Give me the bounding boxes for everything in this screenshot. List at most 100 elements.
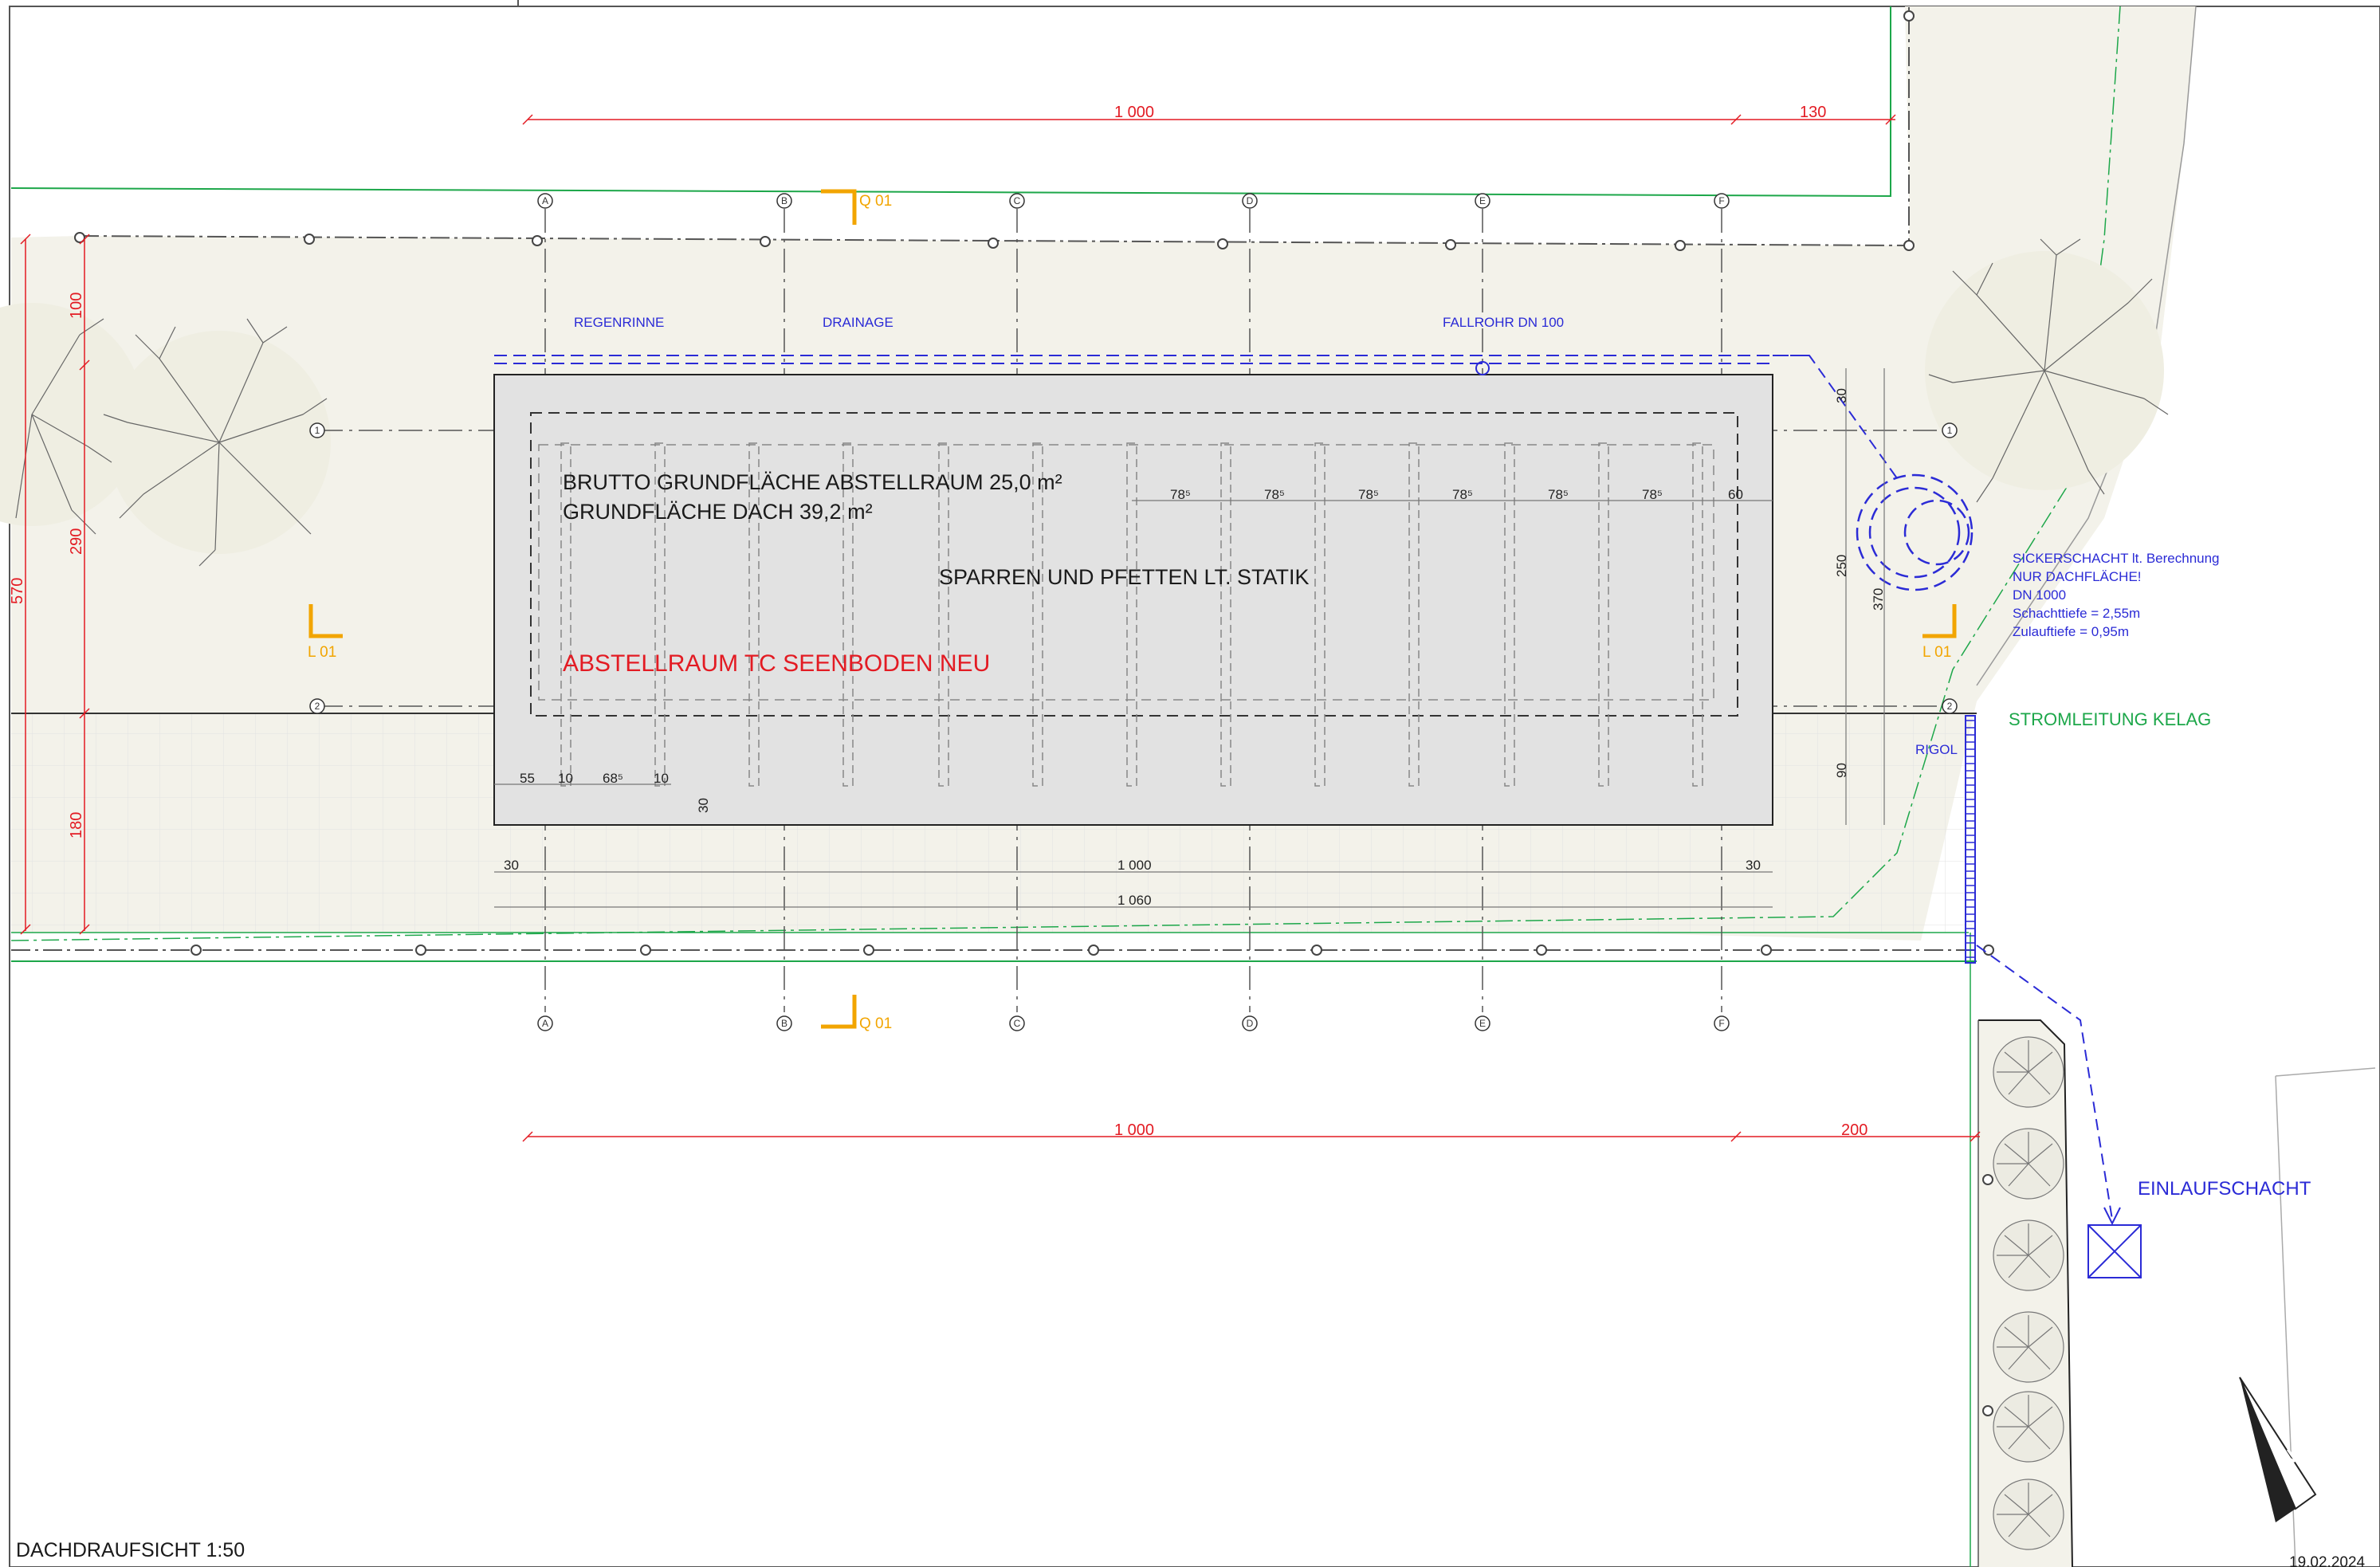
axis-bubble-col: C <box>1009 193 1025 209</box>
svg-text:1: 1 <box>315 425 320 436</box>
rafter <box>1408 442 1420 787</box>
inlet-shaft-icon <box>2087 1224 2142 1278</box>
section-l-right: L 01 <box>1922 644 1951 661</box>
green-power-line <box>10 6 2121 941</box>
survey-point <box>1311 945 1322 956</box>
sickerschacht-line-2: NUR DACHFLÄCHE! <box>2013 569 2142 584</box>
rafter <box>1220 442 1231 787</box>
rafter <box>748 442 760 787</box>
dim-detail-10a: 10 <box>558 771 573 786</box>
neighbour-outline <box>2275 1067 2376 1077</box>
area-gross-label: BRUTTO GRUNDFLÄCHE ABSTELLRAUM 25,0 m² <box>563 470 1062 494</box>
svg-text:A: A <box>542 195 548 206</box>
drain-pipe-to-inlet <box>1976 945 2113 1220</box>
svg-text:D: D <box>1247 1018 1254 1029</box>
survey-point <box>760 236 771 247</box>
axis-bubble-col: B <box>776 193 792 209</box>
svg-text:B: B <box>781 1018 787 1029</box>
north-arrow-icon: N <box>2239 1377 2317 1522</box>
svg-text:2: 2 <box>1947 701 1953 712</box>
svg-text:D: D <box>1247 195 1254 206</box>
drawing-date: 19.02.2024 <box>2289 1554 2366 1567</box>
purlin-outline-dashed <box>538 444 1714 701</box>
drain-pipe-to-soakaway <box>1773 355 1898 479</box>
dim-left-180: 180 <box>68 812 85 838</box>
dim-detail-685: 68⁵ <box>603 771 623 786</box>
axis-bubble-col: A <box>537 1015 553 1031</box>
roof-outline <box>493 374 1773 826</box>
fallrohr-label: FALLROHR DN 100 <box>1443 315 1564 330</box>
dim-left-290: 290 <box>68 528 85 555</box>
area-roof-label: GRUNDFLÄCHE DACH 39,2 m² <box>563 500 873 524</box>
dim-detail-30: 30 <box>696 798 711 813</box>
dim-under-mid: 1 000 <box>1117 858 1152 873</box>
drain-arrow-icon <box>2103 1207 2121 1226</box>
rafters <box>560 442 1703 787</box>
rafter <box>560 442 571 787</box>
axis-bubble-col: F <box>1714 193 1730 209</box>
rafter <box>1126 442 1137 787</box>
hedge-plant <box>1993 1219 2064 1291</box>
dim-rafter-4: 78⁵ <box>1452 487 1473 502</box>
section-q-bottom: Q 01 <box>859 1015 892 1032</box>
survey-point <box>190 945 202 956</box>
svg-text:A: A <box>542 1018 548 1029</box>
dim-rafter-2: 78⁵ <box>1264 487 1285 502</box>
dim-rafter-5: 78⁵ <box>1548 487 1569 502</box>
axis-bubble-row: 2 <box>309 698 325 714</box>
hedge-plant <box>1993 1479 2064 1550</box>
survey-point <box>1903 240 1915 251</box>
dim-right-250: 250 <box>1834 555 1849 577</box>
sickerschacht-line-4: Schachttiefe = 2,55m <box>2013 606 2140 621</box>
survey-boundary-top <box>79 6 1910 247</box>
drainage-label: DRAINAGE <box>823 315 893 330</box>
building-name: ABSTELLRAUM TC SEENBODEN NEU <box>563 650 990 677</box>
dim-under-left: 30 <box>504 858 519 873</box>
dim-rafter-3: 78⁵ <box>1358 487 1379 502</box>
downpipe-icon <box>1475 361 1490 375</box>
survey-point <box>1982 1174 1993 1185</box>
survey-point <box>74 232 85 243</box>
dim-rafter-6: 78⁵ <box>1642 487 1663 502</box>
dim-right-90: 90 <box>1834 763 1849 778</box>
einlaufschacht-label: EINLAUFSCHACHT <box>2138 1178 2311 1200</box>
text-layer: BRUTTO GRUNDFLÄCHE ABSTELLRAUM 25,0 m² G… <box>9 104 2366 1567</box>
soakaway-shaft-icon <box>1856 473 1974 591</box>
rafter <box>1032 442 1043 787</box>
tree-left <box>0 303 331 567</box>
dim-top-extra: 130 <box>1800 104 1826 121</box>
rafter <box>842 442 854 787</box>
survey-point <box>415 945 426 956</box>
section-l-left: L 01 <box>308 644 336 661</box>
dim-bottom-main: 1 000 <box>1114 1121 1154 1139</box>
axis-bubble-col: E <box>1475 1015 1490 1031</box>
axis-bubble-col: D <box>1242 1015 1258 1031</box>
section-marks: Q 01 Q 01 L 01 L 01 <box>308 189 1957 1032</box>
axis-bubble-col: C <box>1009 1015 1025 1031</box>
svg-text:B: B <box>781 195 787 206</box>
svg-text:C: C <box>1014 195 1021 206</box>
rigol-label: RIGOL <box>1915 742 1958 757</box>
survey-point <box>1983 945 1994 956</box>
survey-points <box>74 10 1994 1416</box>
svg-text:E: E <box>1479 1018 1486 1029</box>
axis-bubble-col: D <box>1242 193 1258 209</box>
hedge-plant <box>1993 1128 2064 1200</box>
dim-top-main: 1 000 <box>1114 104 1154 121</box>
svg-text:2: 2 <box>315 701 320 712</box>
sickerschacht-line-1: SICKERSCHACHT lt. Berechnung <box>2013 551 2220 566</box>
dim-rafter-1: 78⁵ <box>1170 487 1191 502</box>
dim-detail-10b: 10 <box>654 771 669 786</box>
axis-bubble-row: 2 <box>1942 698 1958 714</box>
dim-detail-55: 55 <box>520 771 535 786</box>
hedge-plant <box>1993 1036 2064 1108</box>
dim-right-370: 370 <box>1871 588 1886 611</box>
hedge-plant <box>1993 1391 2064 1463</box>
dim-rafter-end: 60 <box>1728 487 1743 502</box>
dim-right-30: 30 <box>1834 388 1849 403</box>
survey-point <box>1903 10 1915 22</box>
axis-bubble-row: 1 <box>309 422 325 438</box>
dim-under-total: 1 060 <box>1117 893 1152 908</box>
hedge-plants <box>1993 1036 2064 1550</box>
